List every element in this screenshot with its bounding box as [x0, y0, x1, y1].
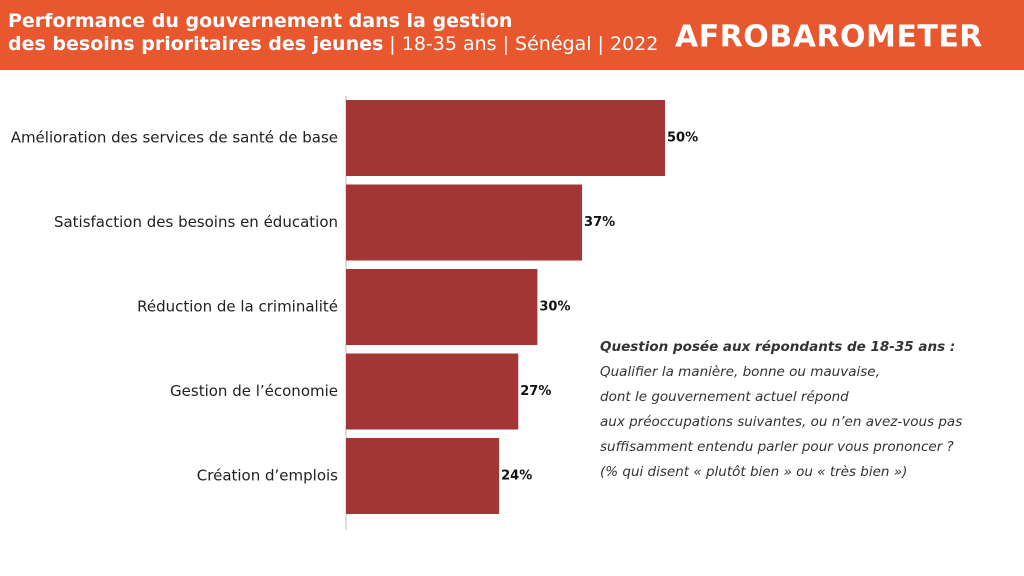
bar: [346, 353, 519, 430]
value-label: 24%: [501, 469, 532, 484]
category-label: Gestion de l’économie: [170, 382, 338, 400]
annotation-line: suffisamment entendu parler pour vous pr…: [600, 439, 954, 455]
value-label: 27%: [520, 384, 551, 399]
category-label: Réduction de la criminalité: [137, 298, 338, 316]
annotation-line: Qualifier la manière, bonne ou mauvaise,: [600, 364, 880, 380]
chart-title: Performance du gouvernement dans la gest…: [8, 10, 658, 55]
annotation-line: dont le gouvernement actuel répond: [600, 389, 849, 405]
category-label: Satisfaction des besoins en éducation: [54, 213, 338, 231]
value-label: 30%: [539, 300, 570, 315]
annotation-line: (% qui disent « plutôt bien » ou « très …: [600, 464, 907, 480]
header-band: [0, 0, 1024, 70]
value-label: 37%: [584, 215, 615, 230]
bar: [346, 184, 583, 261]
title-line: Performance du gouvernement dans la gest…: [8, 10, 512, 32]
annotation-heading: Question posée aux répondants de 18-35 a…: [600, 339, 955, 355]
logo: AFROBAROMETER: [675, 20, 983, 55]
chart-subtitle: | 18-35 ans | Sénégal | 2022: [389, 33, 658, 55]
title-line: des besoins prioritaires des jeunes: [8, 33, 383, 55]
annotation-line: aux préoccupations suivantes, ou n’en av…: [600, 414, 962, 430]
value-label: 50%: [667, 131, 698, 146]
bar: [346, 269, 538, 345]
category-label: Création d’emplois: [197, 467, 338, 485]
bar: [346, 438, 500, 514]
category-label: Amélioration des services de santé de ba…: [11, 129, 338, 147]
bar: [346, 100, 665, 176]
